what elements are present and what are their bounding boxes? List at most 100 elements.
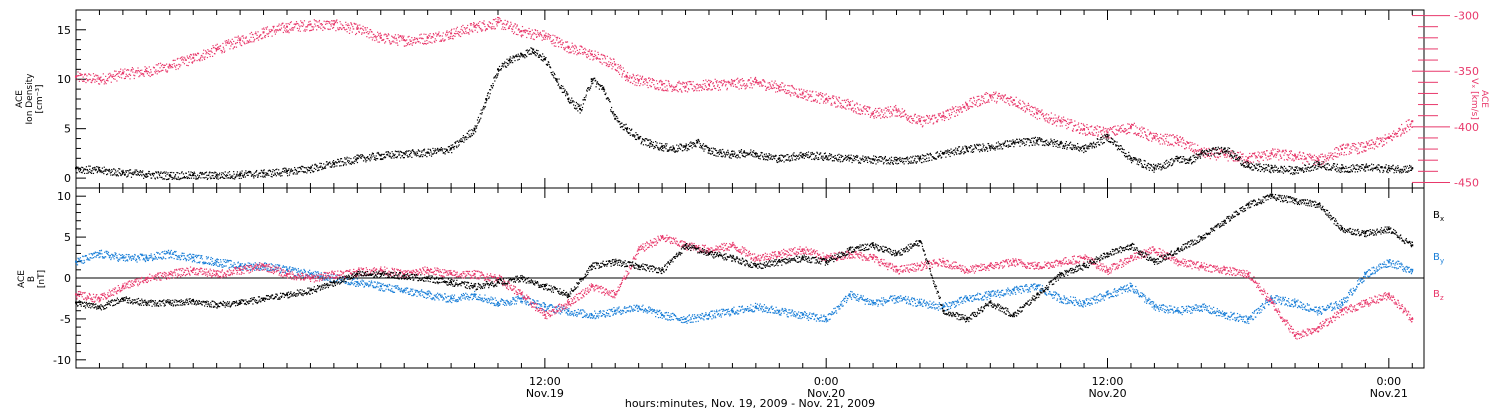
vx-trace-point	[738, 82, 739, 83]
ion-density-trace-point	[679, 148, 680, 149]
vx-trace-point	[332, 23, 333, 24]
vx-trace-point	[621, 76, 622, 77]
vx-trace-point	[1136, 135, 1137, 136]
vx-trace-point	[1093, 129, 1094, 130]
vx-trace-point	[739, 81, 740, 82]
vx-trace-point	[107, 80, 108, 81]
vx-trace-point	[1272, 154, 1273, 155]
ion-density-trace-point	[245, 170, 246, 171]
vx-trace-point	[888, 107, 889, 108]
vx-trace-point	[458, 31, 459, 32]
vx-trace-point	[801, 89, 802, 90]
ion-density-trace-point	[624, 129, 625, 130]
vx-trace-point	[83, 76, 84, 77]
ion-density-trace-point	[142, 172, 143, 173]
ion-density-trace-point	[489, 96, 490, 97]
ion-density-trace-point	[243, 177, 244, 178]
vx-trace-point	[1048, 114, 1049, 115]
ion-density-trace-point	[751, 154, 752, 155]
vx-trace-point	[965, 108, 966, 109]
vx-trace-point	[601, 54, 602, 55]
vx-trace-point	[209, 51, 210, 52]
vx-trace-point	[1177, 138, 1178, 139]
vx-trace-point	[867, 111, 868, 112]
vx-trace-point	[115, 75, 116, 76]
vx-trace-point	[359, 32, 360, 33]
ion-density-trace-point	[404, 157, 405, 158]
vx-trace-point	[1159, 137, 1160, 138]
vx-trace-point	[597, 52, 598, 53]
ion-density-trace-point	[121, 175, 122, 176]
ion-density-trace-point	[576, 102, 577, 103]
vx-trace-point	[1278, 159, 1279, 160]
vx-trace-point	[1244, 159, 1245, 160]
vx-trace-point	[726, 82, 727, 83]
vx-trace-point	[554, 35, 555, 36]
vx-trace-point	[849, 102, 850, 103]
ion-density-trace-point	[631, 129, 632, 130]
ion-density-trace-point	[166, 171, 167, 172]
vx-trace-point	[529, 33, 530, 34]
vx-trace-point	[402, 35, 403, 36]
vx-trace-point	[1308, 154, 1309, 155]
ion-density-trace-point	[814, 153, 815, 154]
ion-density-trace-point	[357, 162, 358, 163]
ion-density-trace-point	[234, 178, 235, 179]
vx-trace-point	[662, 81, 663, 82]
ion-density-trace-point	[284, 170, 285, 171]
vx-trace-point	[1155, 135, 1156, 136]
vx-trace-point	[496, 23, 497, 24]
vx-trace-point	[543, 30, 544, 31]
vx-trace-point	[620, 67, 621, 68]
vx-trace-point	[931, 118, 932, 119]
vx-trace-point	[1401, 134, 1402, 135]
ion-density-trace-point	[160, 171, 161, 172]
vx-trace-point	[1160, 134, 1161, 135]
vx-trace-point	[1401, 124, 1402, 125]
vx-trace-point	[609, 64, 610, 65]
ion-density-trace-point	[456, 146, 457, 147]
vx-trace-point	[707, 81, 708, 82]
ion-density-trace-point	[254, 173, 255, 174]
ion-density-trace-point	[670, 149, 671, 150]
ion-density-trace-point	[186, 173, 187, 174]
vx-trace-point	[140, 70, 141, 71]
vx-trace-point	[1341, 154, 1342, 155]
vx-trace-point	[85, 74, 86, 75]
vx-trace-point	[707, 89, 708, 90]
vx-trace-point	[1339, 153, 1340, 154]
ion-density-trace-point	[543, 56, 544, 57]
vx-trace-point	[1081, 129, 1082, 130]
ion-density-trace-point	[580, 109, 581, 110]
ion-density-trace-point	[113, 174, 114, 175]
vx-point	[286, 26, 288, 28]
ion-density-trace-point	[82, 172, 83, 173]
vx-trace-point	[184, 63, 185, 64]
vx-trace-point	[356, 27, 357, 28]
ion-density-trace-point	[344, 162, 345, 163]
ion-density-trace-point	[599, 84, 600, 85]
vx-trace-point	[993, 92, 994, 93]
ion-density-trace-point	[768, 157, 769, 158]
vx-trace-point	[341, 28, 342, 29]
vx-trace-point	[558, 46, 559, 47]
vx-trace-point	[845, 102, 846, 103]
vx-trace-point	[1176, 143, 1177, 144]
vx-trace-point	[357, 25, 358, 26]
vx-trace-point	[433, 33, 434, 34]
ion-density-trace-point	[715, 148, 716, 149]
vx-trace-point	[1078, 126, 1079, 127]
vx-trace-point	[822, 93, 823, 94]
vx-trace-point	[572, 43, 573, 44]
vx-trace-point	[1151, 133, 1152, 134]
vx-trace-point	[289, 24, 290, 25]
vx-trace-point	[1304, 156, 1305, 157]
vx-trace-point	[1315, 160, 1316, 161]
vx-trace-point	[541, 35, 542, 36]
ion-density-trace-point	[292, 170, 293, 171]
vx-trace-point	[721, 80, 722, 81]
vx-trace-point	[784, 85, 785, 86]
ion-density-trace-point	[451, 152, 452, 153]
ion-density-trace-point	[860, 163, 861, 164]
vx-trace-point	[1047, 120, 1048, 121]
